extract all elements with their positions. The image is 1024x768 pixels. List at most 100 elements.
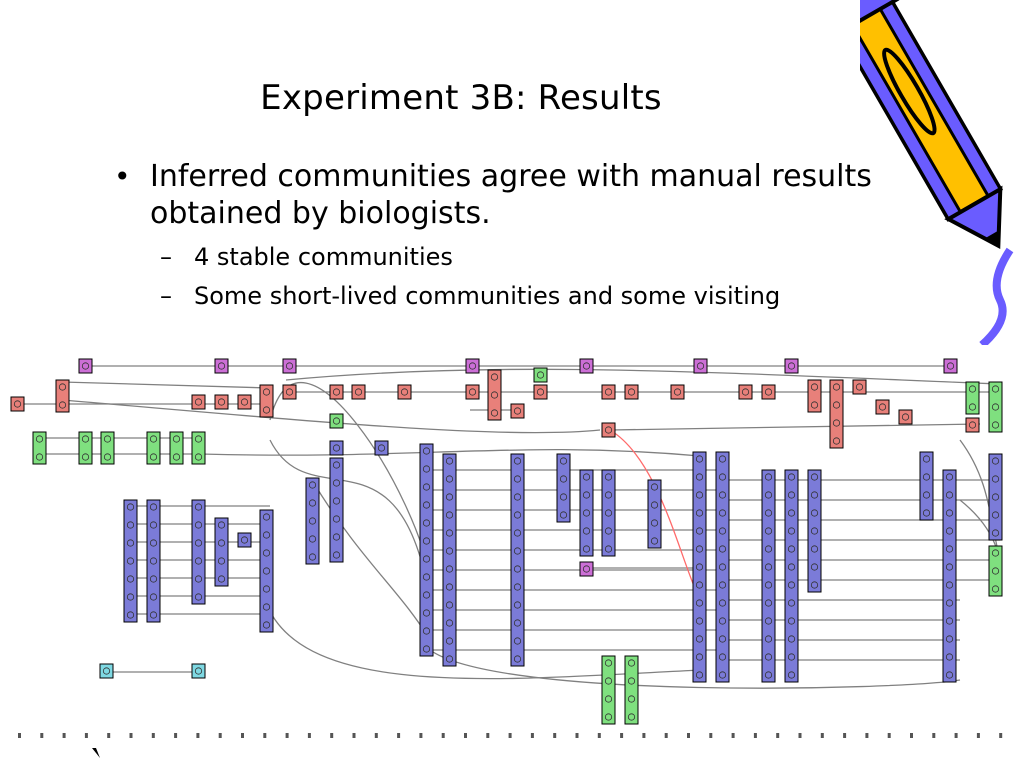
node-member (445, 619, 454, 627)
node-member (513, 529, 522, 537)
node-member (604, 545, 613, 553)
timeline-marker (92, 748, 100, 758)
node-member (991, 567, 1000, 575)
node-member (945, 509, 954, 517)
community-node (579, 469, 594, 557)
community-node (965, 381, 980, 415)
node-member (695, 653, 704, 661)
node-member (332, 551, 341, 559)
node-member (718, 671, 727, 679)
timeline-tick (285, 733, 289, 738)
node-member (650, 537, 659, 545)
timeline-tick (687, 733, 690, 738)
node-member (58, 401, 67, 409)
community-node (829, 379, 844, 449)
node-member (718, 581, 727, 589)
node-member (810, 509, 819, 517)
community-node (943, 358, 958, 374)
node-member (604, 713, 613, 721)
node-member (149, 611, 158, 619)
node-member (513, 475, 522, 483)
community-node (988, 453, 1003, 541)
node-member (582, 545, 591, 553)
node-member (422, 519, 431, 527)
node-member (945, 491, 954, 499)
node-member (604, 473, 613, 481)
node-member (445, 565, 454, 573)
node-member (149, 503, 158, 511)
node-member (126, 503, 135, 511)
timeline-tick (575, 733, 579, 738)
node-member (490, 391, 499, 399)
node-member (696, 362, 705, 370)
community-node (919, 451, 934, 521)
node-member (787, 473, 796, 481)
node-member (422, 483, 431, 491)
node-member (604, 695, 613, 703)
node-member (308, 535, 317, 543)
node-member (262, 585, 271, 593)
diagram-edge (61, 381, 271, 389)
node-member (945, 653, 954, 661)
node-member (582, 527, 591, 535)
node-member (354, 388, 363, 396)
timeline-tick (843, 733, 847, 738)
community-node (146, 431, 161, 465)
community-node (78, 431, 93, 465)
community-node (533, 384, 548, 400)
community-node (898, 409, 913, 425)
node-member (695, 581, 704, 589)
node-member (332, 479, 341, 487)
community-node (146, 499, 161, 623)
timeline-tick (241, 733, 244, 738)
timeline-tick (441, 733, 445, 738)
community-node (214, 394, 229, 410)
node-member (718, 599, 727, 607)
node-member (764, 509, 773, 517)
community-node (510, 403, 525, 419)
node-member (695, 617, 704, 625)
node-member (764, 581, 773, 589)
node-member (400, 388, 409, 396)
node-member (422, 501, 431, 509)
bullet-list: • Inferred communities agree with manual… (112, 158, 872, 316)
timeline-tick (508, 733, 512, 738)
node-member (490, 409, 499, 417)
community-node (78, 358, 93, 374)
timeline-tick (218, 733, 222, 738)
node-member (445, 457, 454, 465)
community-node (738, 384, 753, 400)
node-member (240, 536, 249, 544)
node-member (968, 385, 977, 393)
node-member (172, 453, 181, 461)
node-member (103, 453, 112, 461)
timeline-tick (174, 733, 178, 738)
node-member (810, 563, 819, 571)
node-member (445, 511, 454, 519)
timeline-tick (620, 733, 624, 738)
node-member (262, 513, 271, 521)
node-member (582, 565, 591, 573)
node-member (945, 635, 954, 643)
node-member (149, 435, 158, 443)
node-member (764, 617, 773, 625)
timeline-tick (374, 733, 378, 738)
node-member (945, 527, 954, 535)
node-member (810, 545, 819, 553)
community-node (123, 499, 138, 623)
timeline-tick (129, 733, 133, 738)
node-member (308, 553, 317, 561)
community-node (191, 394, 206, 410)
node-member (582, 491, 591, 499)
community-node (670, 384, 685, 400)
node-member (922, 473, 931, 481)
community-node (397, 384, 412, 400)
node-member (922, 455, 931, 463)
bullet-text: Inferred communities agree with manual r… (150, 159, 872, 231)
node-member (422, 465, 431, 473)
community-node (601, 384, 616, 400)
community-node (942, 469, 957, 683)
node-member (695, 599, 704, 607)
node-member (217, 557, 226, 565)
node-member (582, 362, 591, 370)
